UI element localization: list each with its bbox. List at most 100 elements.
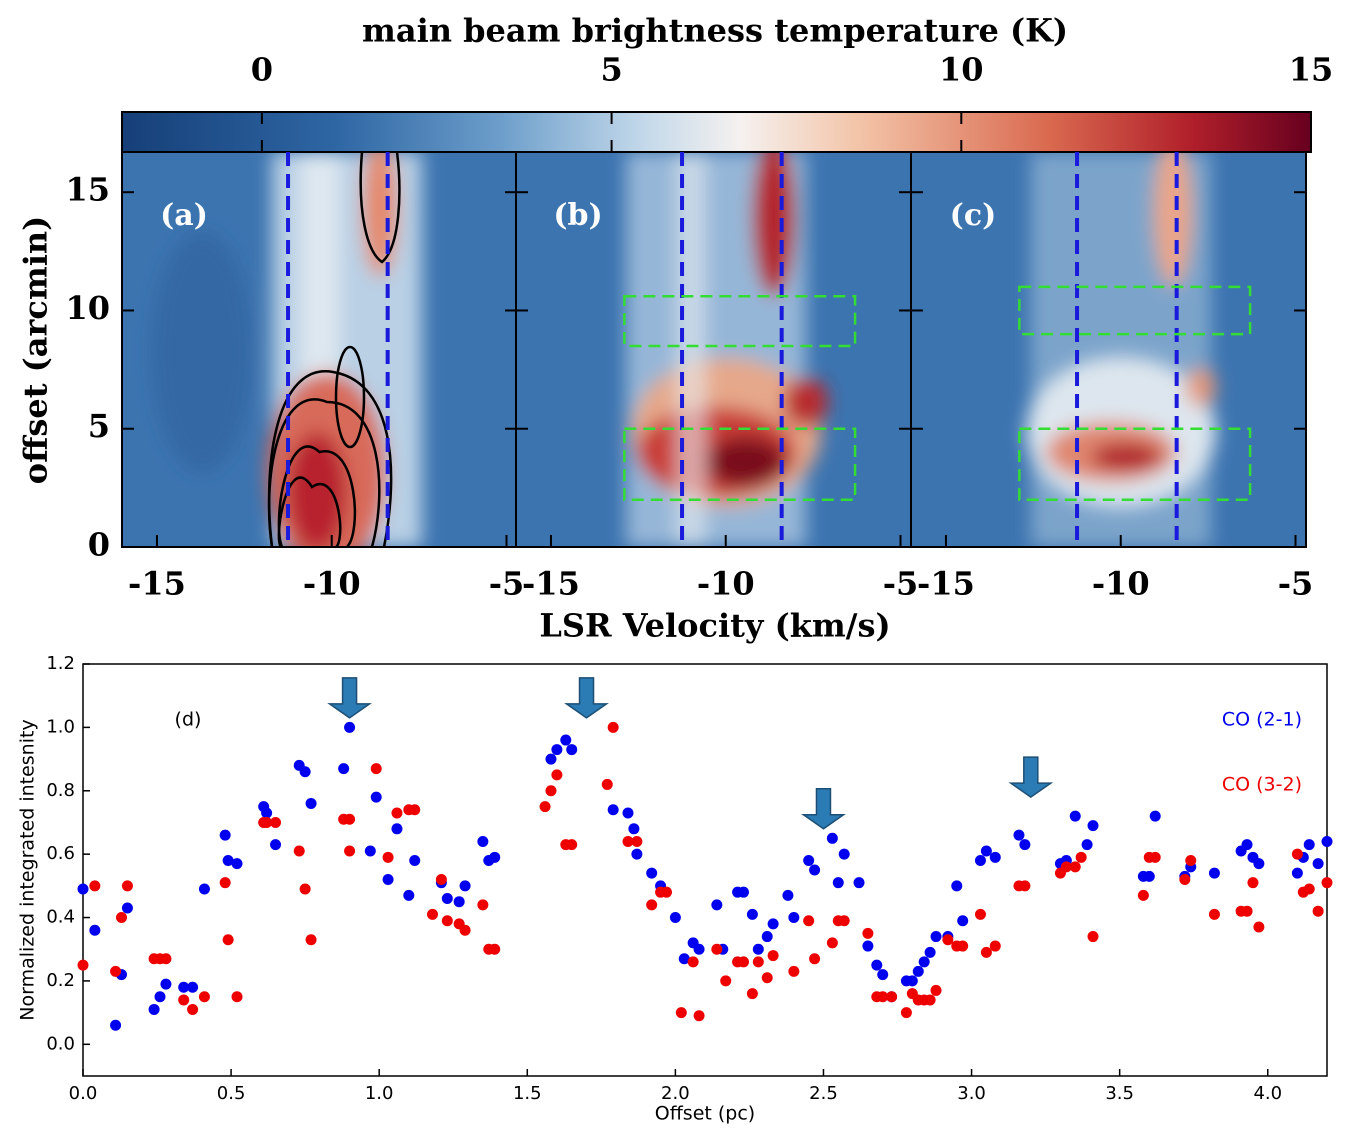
region-box: [623, 295, 857, 348]
data-point: [89, 924, 101, 936]
data-point: [231, 858, 243, 870]
data-point: [886, 991, 898, 1003]
data-point: [1247, 877, 1259, 889]
arrow: [801, 788, 846, 830]
data-point: [441, 915, 453, 927]
x-axis-label: LSR Velocity (km/s): [539, 607, 890, 645]
data-point: [1208, 908, 1220, 920]
data-point: [219, 877, 231, 889]
data-point: [459, 880, 471, 892]
data-point: [738, 886, 750, 898]
y-axis-label: Normalized integrated intesnity: [17, 719, 39, 1020]
data-point: [551, 744, 563, 756]
data-point: [767, 950, 779, 962]
colorbar-title: main beam brightness temperature (K): [362, 12, 1068, 50]
pv-image: [911, 152, 1306, 547]
data-point: [1087, 820, 1099, 832]
emission-blob: [706, 437, 786, 487]
data-point: [435, 874, 447, 886]
x-tick-label: -10: [1092, 565, 1150, 603]
data-point: [1069, 861, 1081, 873]
data-point: [110, 1019, 122, 1031]
data-point: [687, 956, 699, 968]
data-point: [121, 902, 133, 914]
pv-panel: (c) -15 -10 -5: [910, 151, 1314, 603]
data-point: [1208, 867, 1220, 879]
data-point: [1253, 921, 1265, 933]
data-point: [187, 981, 199, 993]
data-point: [1137, 889, 1149, 901]
data-point: [752, 956, 764, 968]
data-point: [720, 975, 732, 987]
data-point: [344, 813, 356, 825]
arrow: [327, 677, 372, 719]
pv-image: [122, 152, 517, 547]
data-point: [1081, 839, 1093, 851]
data-point: [305, 797, 317, 809]
data-point: [601, 778, 613, 790]
data-point: [809, 953, 821, 965]
data-point: [391, 807, 403, 819]
data-point: [148, 1003, 160, 1015]
x-tick-label: -5: [1278, 565, 1314, 603]
data-point: [1321, 877, 1333, 889]
x-tick-label: 0.5: [217, 1083, 246, 1104]
data-point: [489, 851, 501, 863]
data-point: [761, 972, 773, 984]
data-point: [370, 791, 382, 803]
data-point: [660, 886, 672, 898]
arrow: [564, 677, 609, 719]
data-point: [924, 946, 936, 958]
y-tick-label: 0.4: [46, 907, 75, 928]
emission-blob: [784, 377, 828, 427]
data-point: [198, 991, 210, 1003]
x-tick-label: -10: [697, 565, 755, 603]
data-point: [453, 896, 465, 908]
pv-figure: main beam brightness temperature (K) LSR…: [17, 12, 1334, 645]
data-point: [980, 845, 992, 857]
contour: [267, 398, 381, 547]
data-point: [121, 880, 133, 892]
data-point: [344, 721, 356, 733]
data-point: [788, 965, 800, 977]
data-point: [924, 994, 936, 1006]
data-point: [1241, 905, 1253, 917]
data-point: [261, 816, 273, 828]
colorbar-tick-label: 15: [1289, 51, 1334, 89]
panel-label: (b): [553, 198, 602, 233]
x-tick-label: 1.0: [365, 1083, 394, 1104]
data-point: [219, 829, 231, 841]
data-point: [1149, 851, 1161, 863]
data-point: [1185, 854, 1197, 866]
annotation: (d): [175, 709, 202, 731]
data-point: [693, 943, 705, 955]
emission-blob: [152, 232, 252, 472]
data-point: [1069, 810, 1081, 822]
data-point: [545, 785, 557, 797]
data-point: [539, 801, 551, 813]
data-point: [631, 835, 643, 847]
data-point: [838, 848, 850, 860]
data-point: [930, 931, 942, 943]
data-point: [912, 965, 924, 977]
contour: [267, 370, 393, 547]
data-point: [1303, 883, 1315, 895]
data-point: [198, 883, 210, 895]
contour: [277, 476, 342, 547]
data-point: [551, 769, 563, 781]
x-axis-label: Offset (pc): [655, 1103, 755, 1125]
region-box: [623, 427, 857, 501]
emission-blob: [1091, 443, 1161, 471]
data-point: [877, 991, 889, 1003]
data-point: [803, 915, 815, 927]
data-point: [646, 867, 658, 879]
x-tick-label: -15: [917, 565, 975, 603]
data-point: [900, 1007, 912, 1019]
emission-blob: [1153, 152, 1193, 287]
scatter-figure: Offset (pc) Normalized integrated intesn…: [17, 653, 1333, 1125]
contour: [277, 445, 357, 547]
data-point: [1303, 839, 1315, 851]
data-point: [980, 946, 992, 958]
region-box: [1018, 427, 1252, 501]
